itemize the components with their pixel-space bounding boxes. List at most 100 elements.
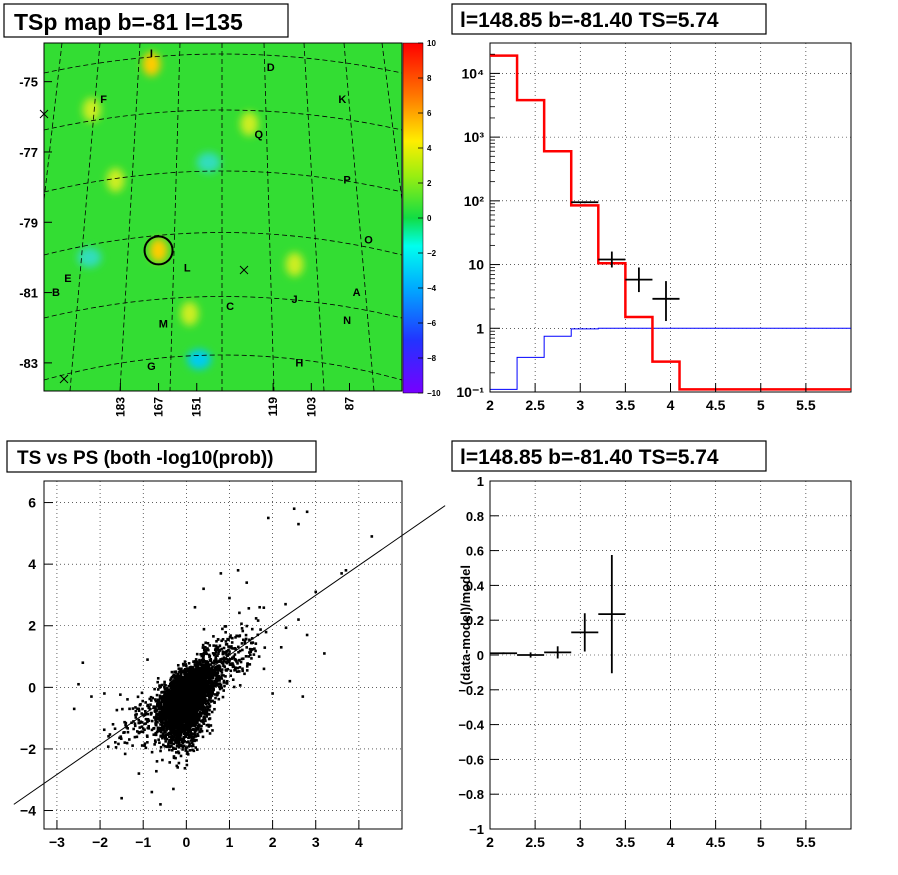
scatter-point [193,728,196,732]
scatter-point [250,641,253,645]
scatter-point [170,692,174,696]
tsmap-b-tick-label: -75 [19,75,38,90]
scatter-point [176,737,180,741]
scatter-point [193,739,196,743]
scatter-point [240,642,244,645]
scatter-point [198,699,201,702]
scatter-point [166,725,169,729]
scatter-point [160,698,163,701]
scatter-point [262,667,266,671]
scatter-point [178,670,182,674]
scatter-point [182,717,186,721]
spectrum-y-tick-label: 10³ [464,129,485,145]
scatter-point [179,677,183,680]
scatter-point [193,696,196,699]
tsmap-l-tick-label: 151 [190,397,204,417]
scatter-point [211,729,214,732]
scatter-point [163,687,167,691]
scatter-point [187,676,191,679]
scatter-point [141,730,145,734]
scatter-point [225,680,229,683]
scatter-point [176,728,180,732]
scatter-point [186,702,189,706]
scatter-point [229,634,232,637]
scatter-point [172,735,176,738]
scatter-point [167,684,171,688]
scatter-point [152,705,155,708]
scatter-point [231,678,235,681]
scatter-point [179,754,183,758]
scatter-point [200,679,203,683]
scatter-point [183,692,187,696]
scatter-point [193,660,197,663]
scatter-point [177,705,181,709]
scatter-point [142,714,146,717]
scatter-point [138,721,141,725]
scatter-point [184,721,187,725]
scatter-point [136,695,140,699]
scatter-point [183,705,187,708]
scatter-point [238,611,241,615]
scatter-point [218,682,221,686]
scatter-point [195,734,198,738]
scatter-point [220,668,224,671]
scatter-point [173,681,176,685]
scatter-point [135,713,138,716]
scatter-point [184,714,188,718]
scatter-point [211,699,214,703]
scatter-point [207,723,210,727]
scatter-point [172,756,176,760]
scatter-point [164,690,167,693]
scatter-point [152,733,156,736]
spectrum-y-tick-label: 10⁻¹ [456,384,484,400]
scatter-point [203,717,207,720]
scatter-point [248,651,251,654]
scatter-point [108,733,112,736]
scatter-point [226,637,229,641]
scatter-point [175,696,179,699]
scatter-point [137,772,141,775]
scatter-point [214,679,218,682]
scatter-point [170,748,174,752]
scatter-point [158,715,162,719]
tsmap-title-box [3,3,289,38]
scatter-point [169,677,173,680]
scatter-point [224,650,227,654]
scatter-point [182,692,186,695]
tsmap-source-label: L [184,262,191,274]
scatter-point [161,721,165,724]
scatter-point [240,622,243,626]
tsmap-source-label: F [100,94,107,106]
scatter-point [154,706,157,710]
scatter-point [344,569,348,572]
scatter-point [205,710,209,714]
scatter-point [213,668,217,672]
scatter-point [214,655,218,659]
scatter-point [184,717,188,721]
scatter-point [259,628,262,631]
scatter-point [185,759,188,763]
scatter-point [201,643,205,647]
scatter-point [198,696,201,700]
scatter-point [216,672,219,676]
spectrum-x-tick-label: 5 [757,397,765,413]
scatter-point [153,687,156,691]
scatter-point [211,683,215,687]
scatter-point [137,731,141,735]
scatter-point [214,696,217,700]
scatter-point [196,685,200,689]
scatter-point [177,745,181,749]
scatter-point [171,725,174,728]
scatter-point [195,706,199,709]
scatter-point [201,712,205,715]
scatter-point [236,666,239,670]
scatter-point [200,729,204,733]
scatter-point [216,682,219,686]
scatter-point [106,745,110,748]
tsmap-l-tick-label: 119 [266,397,280,417]
scatter-point [197,683,201,687]
scatter-point [225,681,228,684]
scatter-point [197,725,200,729]
scatter-point [214,658,217,661]
tsmap-source-label: D [267,62,275,74]
